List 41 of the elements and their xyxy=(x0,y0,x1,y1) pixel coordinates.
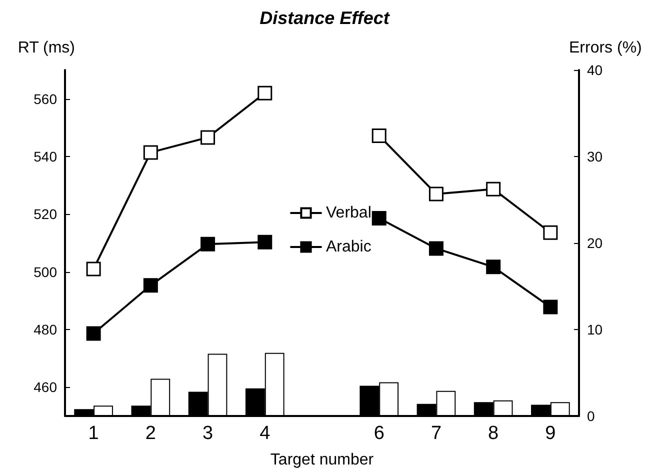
point xyxy=(258,234,272,250)
y2-tick-label: 20 xyxy=(587,235,603,251)
y-axis-title: RT (ms) xyxy=(18,40,75,56)
point xyxy=(143,278,158,293)
y-tick-label: 560 xyxy=(34,90,58,107)
point xyxy=(543,225,558,240)
x-tick-label: 6 xyxy=(374,423,384,444)
point xyxy=(486,182,501,196)
chart-title: Distance Effect xyxy=(260,8,390,28)
x-tick-label: 2 xyxy=(145,423,156,444)
point xyxy=(143,145,158,160)
point xyxy=(428,241,444,256)
legend-label: Verbal xyxy=(326,204,372,222)
x-tick-label: 3 xyxy=(202,423,214,444)
point xyxy=(372,128,386,143)
point xyxy=(86,262,101,276)
legend-label: Arabic xyxy=(326,238,372,256)
x-axis-title: Target number xyxy=(270,452,374,468)
point xyxy=(200,130,216,145)
point xyxy=(372,210,386,226)
y2-tick-label: 40 xyxy=(587,62,603,78)
x-tick-label: 7 xyxy=(430,423,442,444)
y-tick-label: 460 xyxy=(34,379,58,396)
point xyxy=(200,236,216,252)
y-tick-label: 480 xyxy=(34,322,58,338)
point xyxy=(428,186,444,202)
point xyxy=(543,300,558,314)
x-tick-label: 8 xyxy=(488,423,499,444)
point xyxy=(486,260,501,274)
x-tick-label: 1 xyxy=(88,423,99,444)
y2-tick-label: 10 xyxy=(587,322,603,338)
point xyxy=(86,326,101,341)
y2-axis-title: Errors (%) xyxy=(569,40,642,56)
y2-tick-label: 0 xyxy=(587,408,595,424)
y2-tick-label: 30 xyxy=(587,148,603,164)
y-tick-label: 540 xyxy=(34,148,58,164)
x-tick-label: 9 xyxy=(545,423,556,444)
x-tick-label: 4 xyxy=(260,423,271,444)
y-tick-label: 520 xyxy=(34,206,58,222)
y-tick-label: 500 xyxy=(34,264,58,280)
point xyxy=(258,86,272,100)
